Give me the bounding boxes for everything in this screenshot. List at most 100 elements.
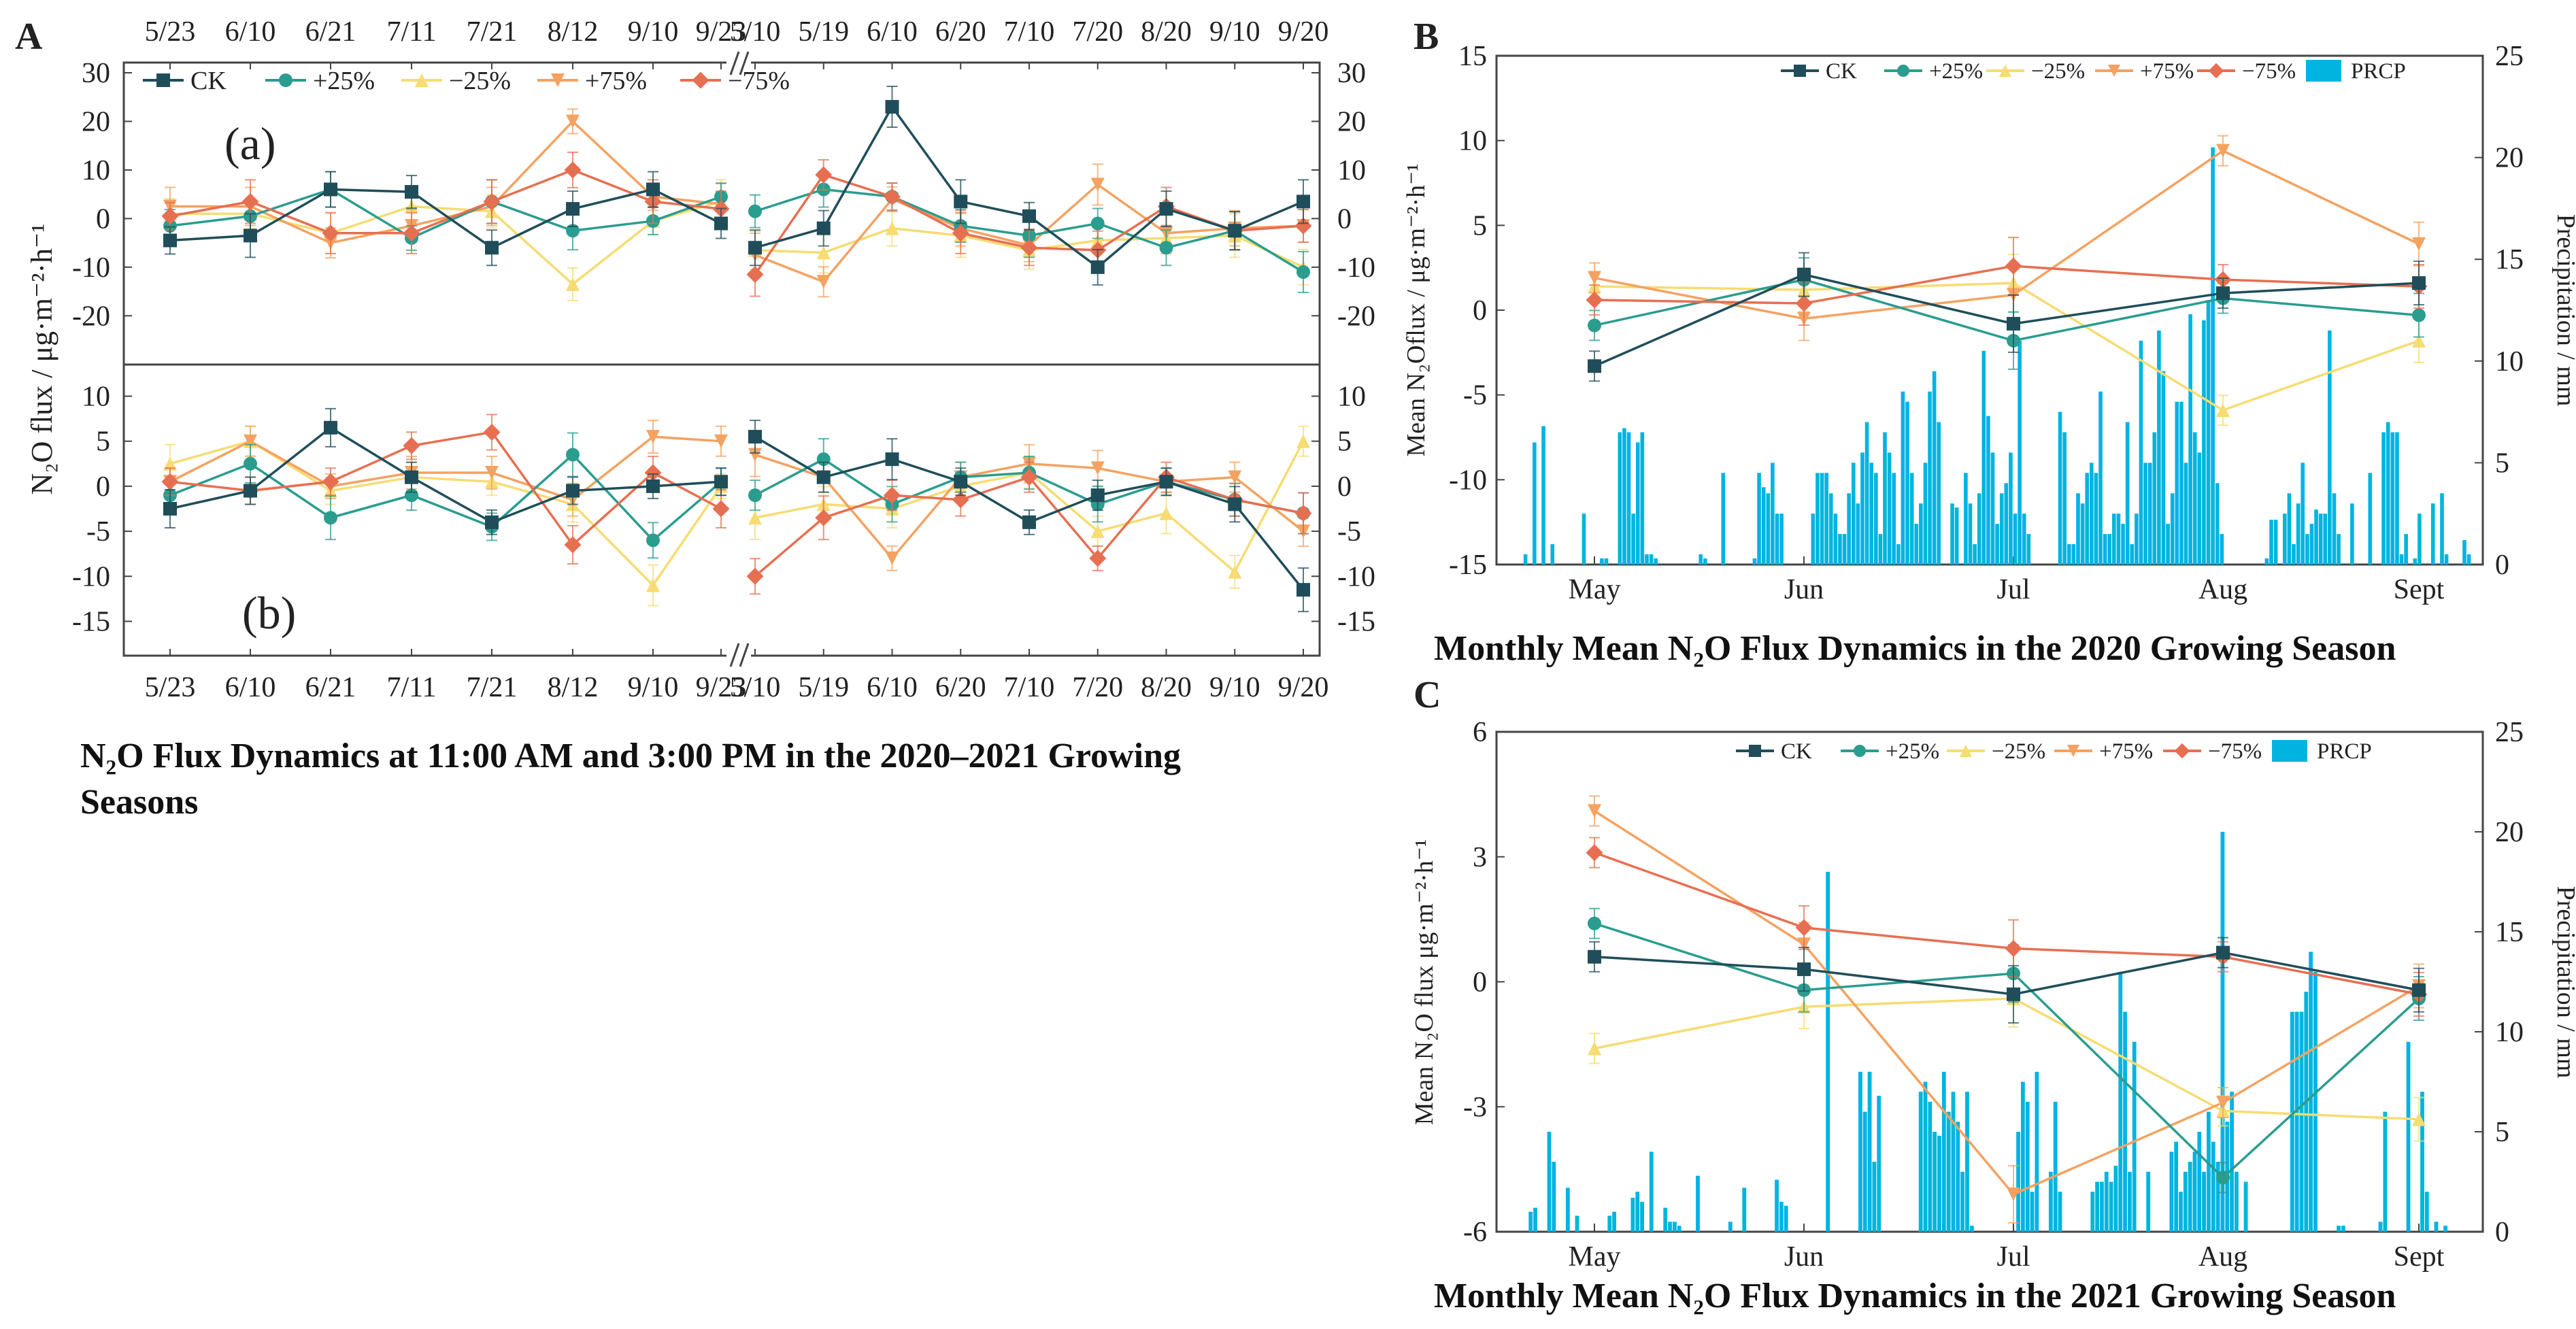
precipitation-bar	[1867, 1071, 1872, 1232]
precipitation-bar	[1663, 1207, 1668, 1232]
series-minus75-marker	[712, 500, 730, 518]
series-line	[170, 200, 722, 286]
panel-a-caption-line2: Seasons	[80, 783, 198, 822]
precipitation-bar	[1901, 391, 1905, 565]
series-ck-marker	[2216, 945, 2230, 960]
precipitation-bar	[1811, 514, 1816, 565]
precipitation-bar	[1914, 524, 1919, 565]
precipitation-bar	[2381, 432, 2386, 565]
series-plus75-marker	[1588, 804, 1601, 818]
precipitation-bar	[2383, 1111, 2388, 1232]
precipitation-bar	[2309, 952, 2313, 1232]
precipitation-bar	[2139, 340, 2143, 565]
series-minus75-marker	[2005, 257, 2022, 275]
precipitation-bar	[2184, 462, 2188, 565]
y-tick-label-left: 0	[96, 471, 110, 503]
precipitation-bar	[1816, 473, 1820, 565]
precipitation-bar	[2085, 473, 2090, 565]
precipitation-bar	[1635, 442, 1640, 565]
series-plus75-marker	[2412, 237, 2426, 251]
x-tick-label-top: 5/10	[730, 16, 781, 48]
y-tick-label-right: 15	[2495, 917, 2524, 948]
precipitation-bar	[2112, 514, 2116, 565]
precipitation-bar	[1968, 503, 1973, 565]
series-minus75-marker	[403, 437, 420, 454]
precipitation-bar	[2016, 1132, 2020, 1232]
series-plus25-marker	[324, 511, 337, 525]
precipitation-bar	[1824, 473, 1828, 565]
series-ck-marker	[748, 430, 762, 444]
precipitation-bar	[2305, 534, 2309, 565]
precipitation-bar	[1604, 558, 1609, 565]
precipitation-bar	[1828, 493, 1833, 565]
y-tick-label-left: -10	[72, 561, 110, 592]
series-minus25-marker	[1090, 524, 1105, 539]
precipitation-bar	[1728, 1222, 1733, 1232]
precipitation-bar	[2230, 1092, 2234, 1232]
y-tick-label-left: 0	[96, 203, 110, 235]
y-tick-label-right: 15	[2495, 244, 2524, 275]
precipitation-bar	[1883, 432, 1887, 565]
panel-a: N₂O flux / μg·m⁻²·h⁻¹ (a) (b) N₂O Flux D…	[25, 51, 1321, 822]
series-minus75-marker	[746, 567, 764, 585]
series-ck-marker	[2216, 286, 2230, 301]
precipitation-bar	[1672, 1222, 1677, 1232]
precipitation-bar	[1941, 1071, 1946, 1232]
legend-label: +75%	[585, 67, 647, 95]
precipitation-bar	[2420, 1092, 2424, 1232]
precipitation-bar	[2018, 340, 2022, 565]
precipitation-bar	[2299, 1011, 2304, 1232]
series-minus75-marker	[241, 192, 259, 210]
precipitation-bar	[1742, 1188, 1747, 1232]
series-minus25-marker	[2412, 333, 2426, 348]
series-minus75-marker	[322, 473, 339, 490]
x-tick-label-bottom: 5/19	[798, 672, 849, 703]
series-plus25-marker	[646, 533, 660, 548]
precipitation-bar	[1838, 534, 1842, 565]
precipitation-bar	[2341, 1226, 2345, 1232]
precipitation-bar	[2283, 514, 2287, 565]
y-tick-label-right: 0	[1337, 203, 1352, 235]
series-line	[169, 453, 722, 542]
precipitation-bar	[2170, 493, 2175, 565]
precipitation-bar	[1550, 544, 1555, 565]
precipitation-bar	[1937, 422, 1941, 565]
precipitation-bar	[2466, 554, 2471, 565]
series-ck-marker	[816, 221, 831, 235]
series-minus75-marker	[815, 166, 833, 184]
precipitation-bar	[2058, 1192, 2062, 1232]
series-plus25-marker	[2412, 308, 2426, 322]
series-plus75-marker	[2216, 144, 2230, 158]
series-minus75-marker	[1294, 505, 1312, 522]
series-ck-marker	[1297, 195, 1310, 209]
precipitation-bar	[2020, 1081, 2025, 1232]
legend-label: −75%	[2242, 59, 2296, 84]
precipitation-bar	[1956, 1122, 1960, 1232]
precipitation-bar	[2444, 554, 2449, 565]
precipitation-bar	[2399, 554, 2404, 565]
precipitation-bar	[2269, 520, 2273, 565]
series-ck-marker	[1159, 202, 1173, 216]
series-plus25-marker	[566, 448, 580, 462]
y-tick-label-right: 20	[2495, 143, 2524, 174]
precipitation-bar	[2080, 503, 2085, 565]
series-ck-marker	[1228, 224, 1242, 238]
precipitation-bar	[2290, 1011, 2294, 1232]
x-tick-label-bottom: 6/20	[935, 672, 986, 703]
precipitation-bar	[2098, 391, 2103, 565]
series-plus25-marker	[1588, 916, 1601, 930]
precipitation-bar	[2095, 1181, 2099, 1232]
series-plus25-marker	[1854, 745, 1866, 757]
series-ck-marker	[1159, 475, 1173, 489]
series-plus25-marker	[1159, 241, 1173, 255]
series-minus75-marker	[403, 224, 420, 242]
precipitation-bar	[1523, 554, 1528, 565]
precipitation-bar	[1933, 1132, 1937, 1232]
precipitation-bar	[1918, 1092, 1923, 1232]
precipitation-bar	[1872, 1162, 1877, 1232]
y-tick-label-right: 25	[2495, 717, 2524, 748]
series-minus75-marker	[564, 536, 582, 554]
series-minus25-marker	[1588, 1041, 1601, 1056]
precipitation-bar	[2009, 452, 2013, 565]
precipitation-bar	[1923, 462, 1928, 565]
